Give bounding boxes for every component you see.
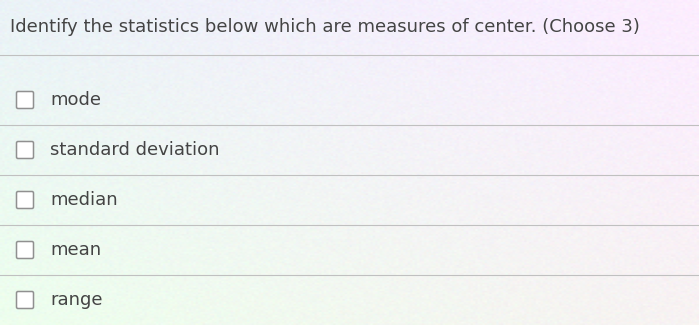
- Text: Identify the statistics below which are measures of center. (Choose 3): Identify the statistics below which are …: [10, 18, 640, 36]
- Text: mode: mode: [50, 91, 101, 109]
- FancyBboxPatch shape: [17, 92, 34, 109]
- Text: median: median: [50, 191, 117, 209]
- FancyBboxPatch shape: [17, 141, 34, 159]
- Text: mean: mean: [50, 241, 101, 259]
- FancyBboxPatch shape: [17, 241, 34, 258]
- FancyBboxPatch shape: [17, 292, 34, 308]
- FancyBboxPatch shape: [17, 191, 34, 209]
- Text: range: range: [50, 291, 103, 309]
- Text: standard deviation: standard deviation: [50, 141, 219, 159]
